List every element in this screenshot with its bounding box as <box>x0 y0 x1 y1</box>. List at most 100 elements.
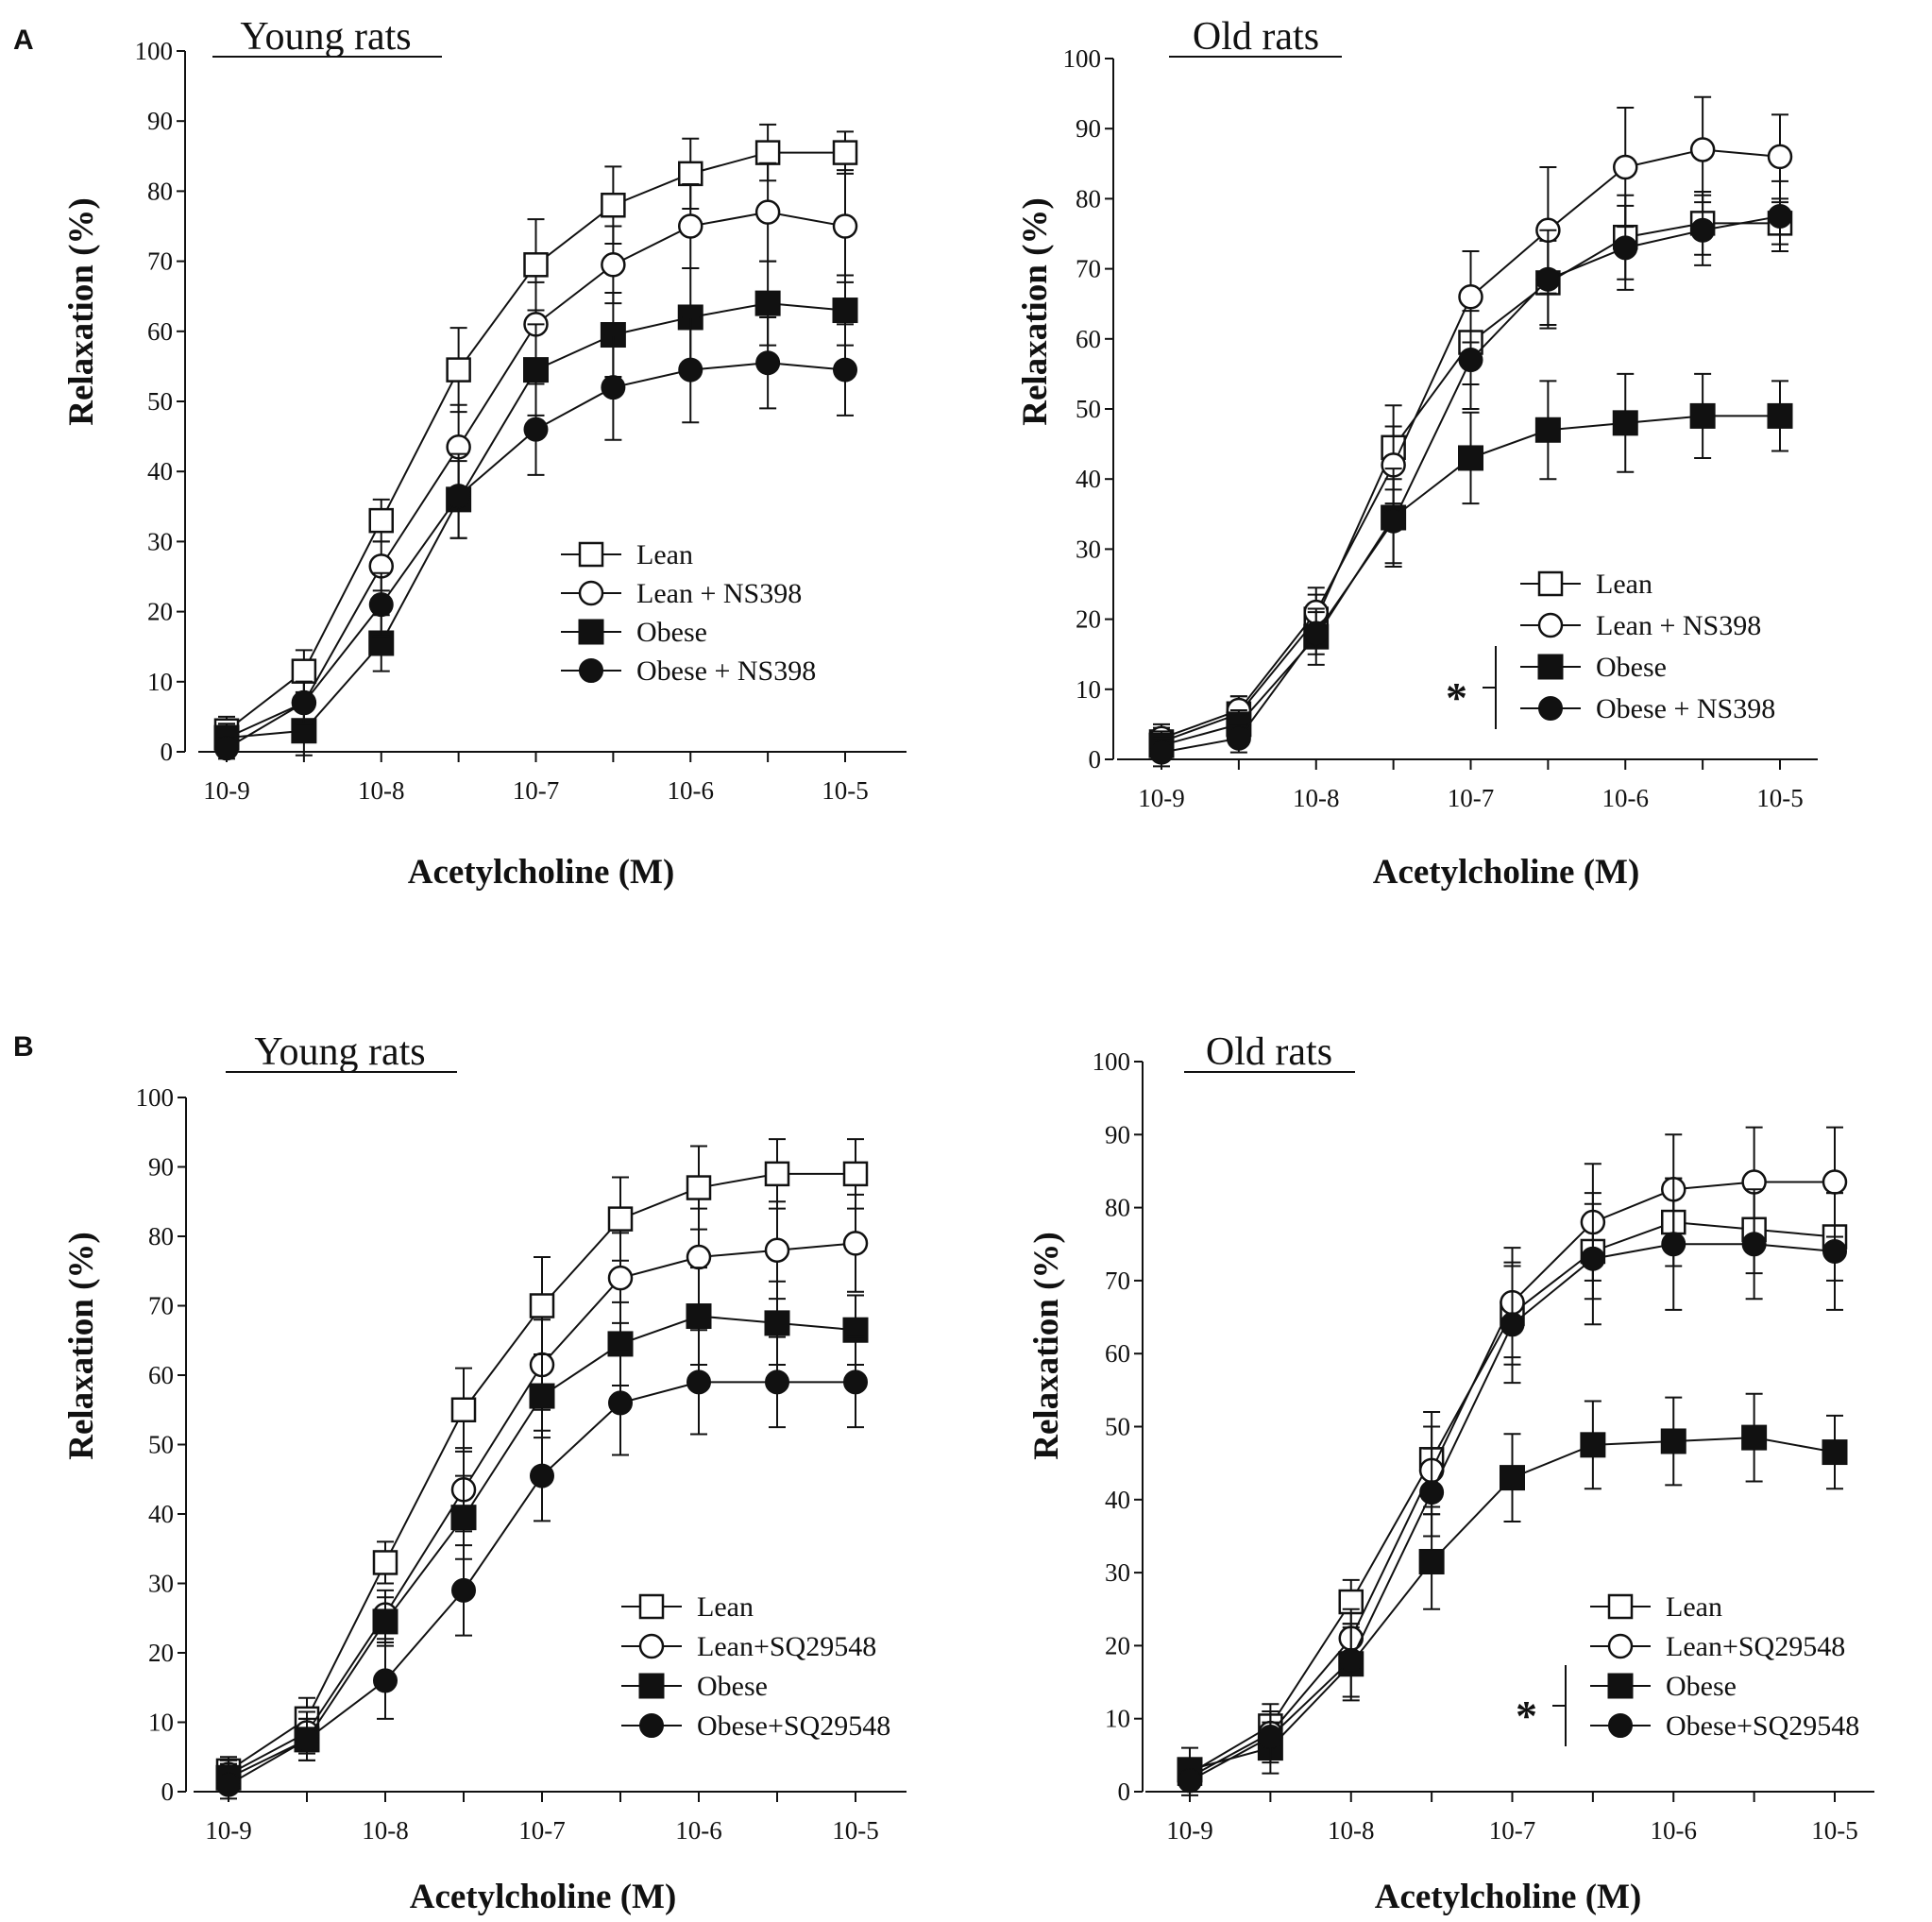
x-tick-label: 10-6 <box>675 1816 722 1845</box>
y-tick-label: 90 <box>147 107 173 135</box>
data-point-obese-sq29548 <box>843 1369 868 1395</box>
data-point-obese-ns398 <box>678 357 703 383</box>
y-tick-label: 50 <box>148 1431 174 1459</box>
y-axis-title: Relaxation (%) <box>1016 197 1055 426</box>
data-point-lean <box>678 161 703 187</box>
legend-marker-lean <box>578 541 604 568</box>
data-point-lean <box>291 658 317 684</box>
data-point-lean-sq29548 <box>1822 1169 1848 1195</box>
x-tick-label: 10-5 <box>822 776 869 805</box>
data-point-obese <box>1580 1432 1606 1458</box>
data-point-obese-ns398 <box>601 375 626 400</box>
data-point-obese-sq29548 <box>530 1463 554 1488</box>
data-point-lean-ns398 <box>832 213 858 239</box>
y-tick-label: 10 <box>1105 1705 1130 1733</box>
y-tick-label: 50 <box>147 387 173 416</box>
legend-label-obese: Obese <box>697 1671 768 1702</box>
x-tick-label: 10-8 <box>362 1816 409 1845</box>
x-tick-label: 10-9 <box>205 1816 252 1845</box>
y-axis-title: Relaxation (%) <box>62 1232 101 1460</box>
data-point-obese <box>1612 410 1638 436</box>
legend-marker-lean <box>1537 570 1564 597</box>
data-point-lean-ns398 <box>678 213 703 239</box>
x-tick-label: 10-5 <box>832 1816 879 1845</box>
legend-marker-obese-ns398 <box>1538 696 1563 721</box>
data-point-obese <box>764 1310 790 1336</box>
data-point-lean-ns398 <box>601 252 626 278</box>
legend-marker-lean-sq29548 <box>638 1633 665 1659</box>
data-point-obese-sq29548 <box>1661 1232 1686 1257</box>
significance-marker: * <box>1446 673 1467 722</box>
data-point-obese-sq29548 <box>1580 1246 1605 1271</box>
y-tick-label: 0 <box>1118 1777 1131 1806</box>
data-point-obese-sq29548 <box>1338 1647 1364 1673</box>
data-point-lean <box>450 1397 477 1422</box>
y-tick-label: 10 <box>147 668 173 696</box>
data-point-obese-sq29548 <box>216 1772 241 1797</box>
y-tick-label: 30 <box>1076 535 1101 563</box>
legend-label-obese: Obese <box>1596 652 1667 683</box>
data-point-obese-sq29548 <box>451 1577 476 1603</box>
legend-label-obese-ns398: Obese + NS398 <box>1596 693 1775 724</box>
data-point-obese <box>1741 1424 1768 1451</box>
data-point-lean <box>832 140 858 165</box>
x-tick-label: 10-8 <box>358 776 405 805</box>
legend-marker-obese <box>1537 654 1564 680</box>
legend-label-obese-ns398: Obese + NS398 <box>636 655 816 687</box>
data-point-obese-sq29548 <box>295 1726 319 1752</box>
y-tick-label: 0 <box>1089 745 1102 774</box>
y-tick-label: 20 <box>1076 605 1101 634</box>
data-point-lean-ns398 <box>754 199 781 225</box>
y-tick-label: 70 <box>1105 1267 1130 1295</box>
data-point-obese-sq29548 <box>1500 1312 1525 1337</box>
significance-marker: * <box>1516 1692 1537 1740</box>
y-tick-label: 100 <box>135 37 174 65</box>
legend-marker-obese-sq29548 <box>1608 1713 1633 1738</box>
data-point-lean <box>607 1206 634 1232</box>
legend-marker-obese <box>1607 1673 1634 1699</box>
y-tick-label: 40 <box>147 457 173 485</box>
x-tick-label: 10-5 <box>1756 784 1804 812</box>
legend-marker-lean <box>638 1593 665 1620</box>
chart-title: Young rats <box>254 1030 425 1074</box>
y-tick-label: 70 <box>147 247 173 276</box>
y-tick-label: 80 <box>148 1222 174 1250</box>
x-tick-label: 10-6 <box>668 776 715 805</box>
data-point-obese <box>523 357 549 383</box>
y-tick-label: 30 <box>148 1570 174 1598</box>
data-point-lean <box>446 357 471 383</box>
legend-marker-lean-sq29548 <box>1607 1633 1634 1659</box>
data-point-obese <box>1534 417 1561 443</box>
data-point-obese-sq29548 <box>1822 1238 1847 1264</box>
data-point-obese-ns398 <box>1690 217 1716 243</box>
x-tick-label: 10-8 <box>1328 1816 1375 1845</box>
data-point-lean-sq29548 <box>842 1231 869 1256</box>
data-point-lean-sq29548 <box>686 1244 712 1270</box>
y-tick-label: 50 <box>1105 1413 1130 1441</box>
data-point-obese-sq29548 <box>1741 1232 1767 1257</box>
legend-label-lean-ns398: Lean + NS398 <box>1596 610 1761 641</box>
x-tick-label: 10-9 <box>203 776 250 805</box>
data-point-obese <box>1689 402 1716 429</box>
data-point-obese <box>529 1383 555 1409</box>
data-point-lean-sq29548 <box>607 1265 634 1291</box>
x-axis-title: Acetylcholine (M) <box>1375 1878 1642 1916</box>
y-tick-label: 20 <box>148 1639 174 1667</box>
y-tick-label: 70 <box>1076 255 1101 283</box>
data-point-obese <box>832 298 858 324</box>
legend-marker-lean-ns398 <box>1537 612 1564 638</box>
data-point-obese <box>450 1505 477 1531</box>
y-tick-label: 20 <box>147 598 173 626</box>
y-axis-title: Relaxation (%) <box>1027 1232 1066 1460</box>
y-tick-label: 60 <box>1076 325 1101 353</box>
y-tick-label: 10 <box>148 1709 174 1737</box>
y-tick-label: 90 <box>148 1153 174 1182</box>
y-tick-label: 60 <box>1105 1339 1130 1368</box>
data-point-obese-sq29548 <box>373 1668 398 1693</box>
x-tick-label: 10-9 <box>1166 1816 1213 1845</box>
x-tick-label: 10-8 <box>1293 784 1340 812</box>
data-point-obese <box>1822 1439 1848 1466</box>
data-point-obese-ns398 <box>1613 235 1638 261</box>
chart-old-rats-ns398: Old rats Relaxation (%) Acetylcholine (M… <box>1016 15 1818 892</box>
legend-marker-obese-sq29548 <box>639 1713 664 1738</box>
